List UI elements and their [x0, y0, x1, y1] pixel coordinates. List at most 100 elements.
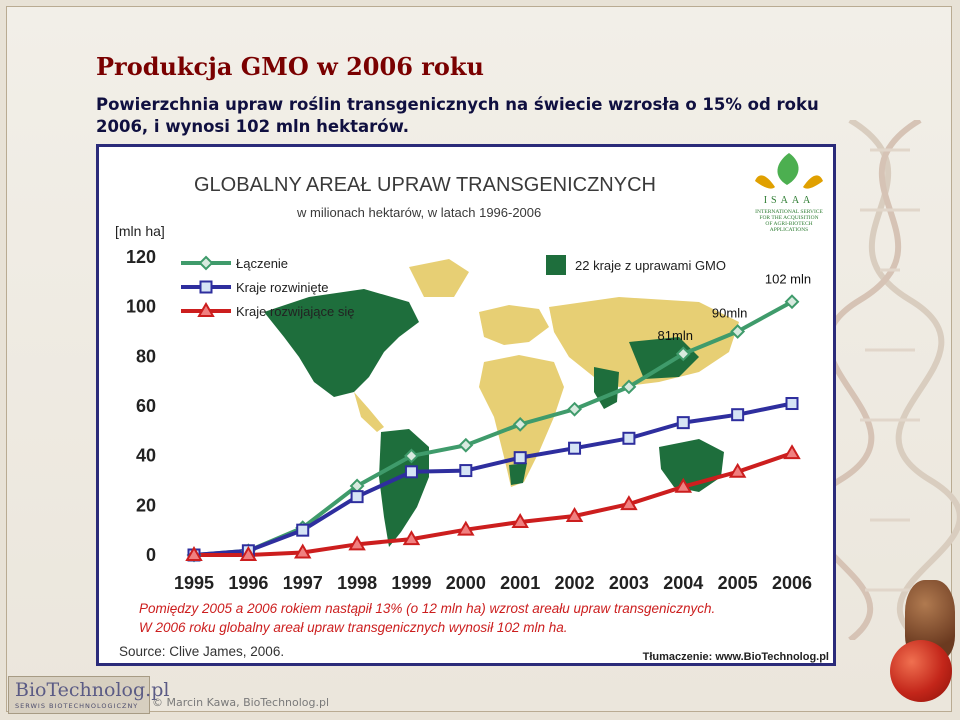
footnote-line-1: Pomiędzy 2005 a 2006 rokiem nastąpił 13%… [139, 601, 715, 616]
data-annotation-label: 102 mln [765, 272, 811, 287]
y-tick-label: 0 [146, 545, 156, 565]
isaaa-logo-line-4: APPLICATIONS [770, 227, 809, 233]
data-point-square [785, 397, 799, 411]
y-tick-label: 60 [136, 396, 156, 416]
y-tick-label: 100 [126, 297, 156, 317]
x-tick-label: 2000 [446, 573, 486, 593]
data-annotation-label: 81mln [658, 328, 693, 343]
y-axis-unit-label: [mln ha] [115, 223, 165, 239]
x-tick-label: 1999 [391, 573, 431, 593]
tomato-decoration [890, 640, 952, 702]
isaaa-logo-name: ISAAA [764, 195, 815, 206]
map-south-america [379, 429, 429, 547]
y-tick-label: 20 [136, 495, 156, 515]
data-point-diamond [730, 324, 746, 339]
data-point-triangle [783, 444, 801, 460]
data-point-square [513, 451, 527, 465]
data-point-square [296, 523, 310, 537]
series-lines [193, 299, 793, 557]
data-point-diamond [621, 379, 637, 395]
x-tick-label: 1996 [228, 573, 268, 593]
x-tick-label: 2003 [609, 573, 649, 593]
data-point-triangle [348, 535, 366, 551]
x-tick-label: 1998 [337, 573, 377, 593]
y-tick-label: 80 [136, 346, 156, 366]
legend-label: Kraje rozwijające się [236, 304, 355, 319]
chart-translation-credit: Tłumaczenie: www.BioTechnolog.pl [643, 651, 829, 663]
map-legend-label: 22 kraje z uprawami GMO [575, 258, 726, 273]
y-tick-label: 40 [136, 446, 156, 466]
legend-marker-triangle [197, 302, 215, 317]
legend-label: Łączenie [236, 256, 288, 271]
y-tick-label: 120 [126, 247, 156, 267]
chart-title: GLOBALNY AREAŁ UPRAW TRANSGENICZNYCH [194, 174, 656, 196]
data-point-diamond [784, 294, 800, 310]
copyright-notice: © Marcin Kawa, BioTechnolog.pl [152, 696, 330, 709]
data-point-square [404, 465, 418, 479]
data-point-diamond [567, 401, 582, 417]
data-point-diamond [675, 346, 691, 362]
data-point-triangle [620, 495, 638, 511]
isaaa-logo-line-1: INTERNATIONAL SERVICE [755, 209, 823, 215]
dna-helix-decoration [810, 120, 960, 640]
x-axis-ticks: 1995 1996 1997 1998 1999 2000 2001 2002 2003 2004… [174, 573, 812, 593]
data-annotations: 81mln 90mln 102 mln [658, 272, 812, 343]
data-point-triangle [511, 512, 529, 528]
map-china [629, 337, 699, 379]
x-tick-label: 2006 [772, 573, 812, 593]
biotechnolog-logo[interactable]: BioTechnolog.pl SERWIS BIOTECHNOLOGICZNY [8, 676, 169, 714]
legend-label: Kraje rozwinięte [236, 280, 329, 295]
x-tick-label: 2005 [718, 573, 758, 593]
data-point-triangle [239, 546, 258, 561]
world-map [264, 259, 739, 547]
map-europe [479, 305, 549, 345]
x-tick-label: 2004 [663, 573, 703, 593]
isaaa-leaf-icon [777, 153, 799, 185]
data-point-diamond [404, 448, 419, 464]
legend-marker-square [199, 280, 213, 294]
data-point-triangle [728, 462, 747, 478]
chart-legend: Łączenie Kraje rozwinięte Kraje rozwijając… [181, 255, 355, 319]
map-south-africa [509, 463, 527, 485]
isaaa-logo-line-3: OF AGRI-BIOTECH [765, 221, 812, 227]
map-greenland [409, 259, 469, 297]
data-point-square [676, 416, 690, 430]
data-point-triangle [457, 520, 475, 536]
data-point-square [568, 441, 582, 455]
slide-title: Produkcja GMO w 2006 roku [96, 52, 484, 81]
data-point-triangle [402, 530, 421, 546]
slide-subtitle: Powierzchnia upraw roślin transgenicznyc… [96, 95, 819, 136]
y-axis-ticks: 0 20 40 60 80 100 120 [126, 247, 156, 565]
series-markers [185, 294, 801, 563]
map-legend-swatch [546, 255, 566, 275]
data-point-square [350, 490, 364, 504]
x-tick-label: 1995 [174, 573, 214, 593]
line-chart: GLOBALNY AREAŁ UPRAW TRANSGENICZNYCH w m… [115, 153, 829, 663]
map-central-america [354, 392, 384, 432]
legend-marker-diamond [198, 255, 214, 271]
isaaa-logo-line-2: FOR THE ACQUISITION [759, 215, 818, 221]
data-point-square [731, 408, 745, 422]
x-tick-label: 2002 [555, 573, 595, 593]
x-tick-label: 2001 [500, 573, 540, 593]
data-point-triangle [565, 507, 584, 523]
data-annotation-label: 90mln [712, 306, 747, 321]
data-point-diamond [512, 416, 528, 432]
map-north-america [264, 289, 419, 397]
data-point-triangle [674, 477, 693, 493]
chart-subtitle: w milionach hektarów, w latach 1996-2006 [296, 205, 541, 220]
isaaa-figure-icon [755, 175, 823, 189]
chart-panel: GLOBALNY AREAŁ UPRAW TRANSGENICZNYCH w m… [96, 144, 836, 666]
data-point-triangle [185, 546, 203, 561]
isaaa-logo: ISAAA INTERNATIONAL SERVICE FOR THE ACQU… [755, 153, 823, 233]
chart-source: Source: Clive James, 2006. [119, 644, 284, 659]
series-line-1 [193, 401, 793, 557]
data-point-diamond [458, 437, 474, 453]
data-point-square [622, 431, 636, 445]
x-tick-label: 1997 [283, 573, 323, 593]
logo-tagline: SERWIS BIOTECHNOLOGICZNY [15, 702, 139, 710]
data-point-triangle [293, 543, 312, 559]
series-line-2 [194, 451, 793, 557]
logo-text: BioTechnolog.pl [15, 679, 170, 701]
